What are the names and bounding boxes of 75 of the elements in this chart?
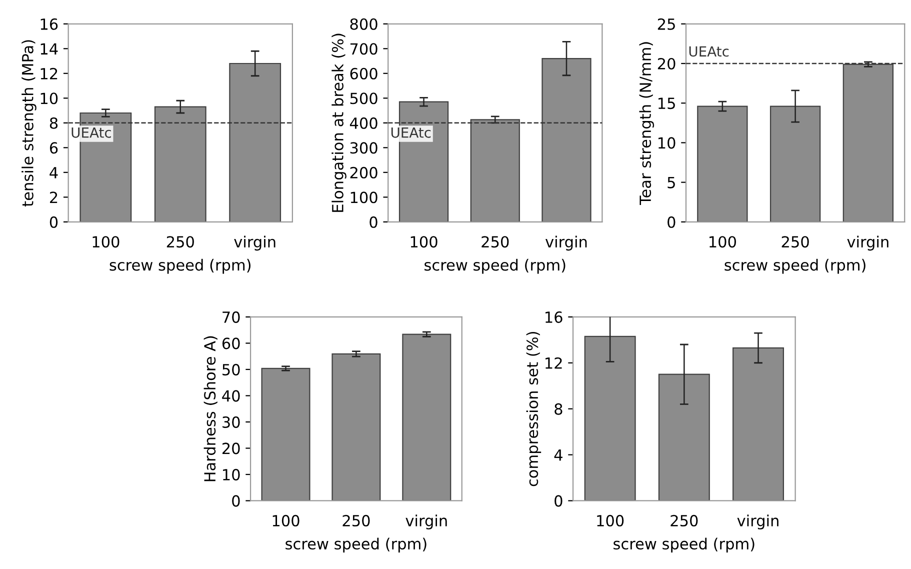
x-tick-label: virgin [847,236,888,251]
y-tick-label: 30 [222,416,240,428]
bar [470,119,520,222]
x-axis-title: screw speed (rpm) [286,538,426,553]
y-tick-label: 8 [50,117,58,129]
y-tick-label: 10 [223,468,240,480]
x-tick-label: 250 [166,236,194,248]
y-tick-label: 25 [658,18,675,30]
y-tick-label: 700 [350,43,378,55]
x-axis-title: screw speed (rpm) [110,258,250,274]
y-tick-label: 50 [222,364,240,376]
y-axis-title: tensile strength (MPa) [22,40,36,206]
y-tick-label: 4 [50,167,58,178]
y-tick-label: 300 [350,142,378,154]
y-tick-label: 16 [546,311,562,323]
ref-line-label: UEAtc [689,46,729,57]
x-axis-title: screw speed (rpm) [724,258,866,274]
x-tick-label: 250 [670,514,698,526]
y-tick-label: 0 [50,216,58,228]
y-tick-label: 5 [668,176,675,188]
y-tick-label: 2 [50,192,58,203]
x-tick-label: virgin [737,514,778,530]
y-tick-label: 0 [554,495,562,507]
y-tick-label: 12 [40,68,58,80]
x-tick-label: 100 [710,236,736,248]
x-tick-label: 250 [482,236,509,248]
y-tick-label: 15 [658,98,675,110]
y-axis-title: Hardness (Shore A) [204,336,218,482]
y-tick-label: 10 [40,92,58,104]
x-tick-label: virgin [406,514,447,530]
bar [658,374,710,501]
y-tick-label: 6 [50,142,58,154]
y-tick-label: 0 [668,216,676,228]
y-tick-label: 70 [222,311,240,323]
y-tick-label: 0 [370,216,378,228]
y-tick-label: 14 [40,43,58,54]
x-tick-label: 250 [782,236,809,248]
y-tick-label: 60 [222,338,240,350]
y-tick-label: 40 [222,390,240,402]
y-axis-title: Elongation at break (%) [332,34,346,212]
bar [261,368,310,501]
ref-line-label: UEAtc [72,128,111,138]
x-axis-title: screw speed (rpm) [614,538,754,553]
y-tick-label: 12 [546,357,562,369]
y-tick-label: 4 [554,449,562,461]
bar [154,106,206,222]
x-tick-label: 250 [342,514,370,526]
x-tick-label: 100 [410,236,438,248]
x-axis-title: screw speed (rpm) [424,258,566,274]
y-tick-label: 8 [554,403,562,415]
y-tick-label: 10 [658,137,676,149]
y-tick-label: 16 [40,18,58,30]
ref-line-label: UEAtc [391,128,431,138]
y-tick-label: 200 [350,166,378,178]
bar [584,336,636,501]
bar [542,58,592,222]
y-tick-label: 600 [350,68,378,80]
y-tick-label: 400 [350,117,378,129]
x-tick-label: virgin [545,236,587,251]
y-axis-title: compression set (%) [526,332,542,486]
bar [332,353,381,501]
y-tick-label: 20 [222,442,240,454]
x-tick-label: 100 [92,236,120,248]
y-tick-label: 800 [350,18,378,30]
x-tick-label: 100 [272,514,300,526]
x-tick-label: 100 [597,514,624,526]
x-tick-label: virgin [234,236,276,251]
bar [229,62,282,222]
y-tick-label: 0 [232,495,240,507]
y-tick-label: 500 [350,92,378,104]
bar [732,347,784,501]
y-tick-label: 20 [658,58,676,70]
y-axis-title: Tear strength (N/mm) [639,42,654,205]
bar [402,334,452,501]
y-tick-label: 100 [350,192,378,204]
